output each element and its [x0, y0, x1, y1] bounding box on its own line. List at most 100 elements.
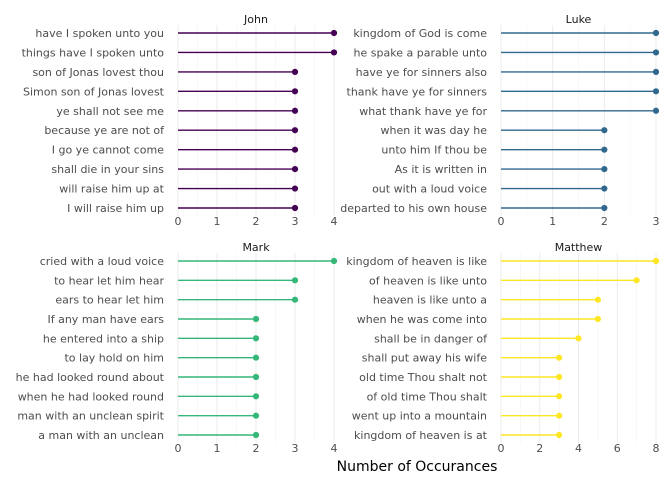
- y-tick-label: when he was come into: [357, 313, 488, 326]
- lollipop-point: [594, 315, 601, 323]
- y-tick-label: to hear let him hear: [54, 274, 164, 287]
- x-tick-label: 3: [292, 215, 299, 228]
- lollipop-point: [330, 49, 338, 56]
- y-tick-label: kingdom of God is come: [353, 27, 487, 40]
- x-tick-label: 0: [498, 442, 505, 455]
- y-tick-label: As it is written in: [395, 163, 487, 176]
- lollipop-point: [252, 431, 260, 439]
- lollipop-point: [556, 354, 563, 361]
- lollipop-point: [601, 204, 608, 212]
- lollipop-point: [252, 412, 260, 419]
- facet-mark: Mark 0 1 2 3 4 cried with a loud voice to hear …: [16, 241, 338, 455]
- y-tick-label: will raise him up at: [59, 183, 164, 196]
- y-tick-label: shall be in danger of: [374, 332, 488, 345]
- y-tick-label: a man with an unclean: [38, 429, 164, 442]
- y-tick-label: thank have ye for sinners: [347, 85, 488, 98]
- y-tick-label: have I spoken unto you: [35, 27, 164, 40]
- lollipop-point: [252, 373, 260, 381]
- facet-title-matthew: Matthew: [555, 241, 603, 254]
- lollipop-point: [291, 166, 299, 173]
- lollipop-point: [291, 88, 299, 95]
- lollipop-point: [652, 107, 660, 114]
- x-axis-label: Number of Occurances: [337, 459, 498, 475]
- lollipop-point: [291, 107, 299, 114]
- lollipop-point: [291, 204, 299, 212]
- lollipop-point: [601, 166, 608, 173]
- x-tick-label: 0: [175, 442, 182, 455]
- y-tick-label: shall put away his wife: [362, 352, 487, 365]
- x-tick-label: 3: [292, 442, 299, 455]
- y-tick-label: he spake a parable unto: [354, 46, 488, 59]
- lollipop-point: [601, 127, 608, 134]
- y-tick-label: he entered into a ship: [43, 332, 164, 345]
- lollipop-point: [601, 185, 608, 192]
- lollipop-point: [633, 277, 640, 284]
- facet-panels: John 0 1 2 3 4 have I spoken unto you things ha…: [16, 13, 660, 455]
- y-tick-label: heaven is like unto a: [373, 294, 487, 307]
- lollipop-point: [652, 68, 660, 75]
- x-tick-label: 3: [653, 215, 660, 228]
- facet-luke: Luke 0 1 2 3 kingdom of God is come he spake a…: [340, 13, 659, 228]
- y-tick-label: If any man have ears: [47, 313, 164, 326]
- lollipop-point: [652, 49, 660, 56]
- y-tick-label: have ye for sinners also: [356, 66, 488, 79]
- y-tick-label: I will raise him up: [67, 202, 164, 215]
- y-tick-label: he had looked round about: [16, 371, 165, 384]
- x-tick-label: 4: [331, 215, 338, 228]
- x-tick-label: 0: [175, 215, 182, 228]
- lollipop-point: [652, 88, 660, 95]
- x-tick-label: 2: [536, 442, 543, 455]
- y-tick-label: cried with a loud voice: [40, 255, 165, 268]
- lollipop-point: [252, 315, 260, 323]
- y-tick-label: ears to hear let him: [55, 294, 164, 307]
- facet-title-luke: Luke: [566, 13, 592, 26]
- y-tick-label: of heaven is like unto: [369, 274, 487, 287]
- y-tick-label: because ye are not of: [44, 124, 165, 137]
- lollipop-point: [330, 29, 338, 37]
- y-tick-label: out with a loud voice: [372, 183, 487, 196]
- y-tick-label: when he had looked round: [18, 390, 164, 403]
- y-tick-label: Simon son of Jonas lovest: [23, 85, 165, 98]
- lollipop-point: [556, 393, 563, 400]
- x-tick-label: 1: [214, 442, 221, 455]
- x-tick-label: 2: [601, 215, 608, 228]
- y-tick-label: things have I spoken unto: [22, 46, 165, 59]
- lollipop-point: [291, 127, 299, 134]
- lollipop-point: [556, 373, 563, 381]
- lollipop-point: [330, 257, 338, 265]
- x-tick-label: 4: [575, 442, 582, 455]
- y-tick-label: departed to his own house: [340, 202, 487, 215]
- lollipop-point: [652, 257, 660, 265]
- y-tick-label: what thank have ye for: [359, 105, 487, 118]
- facet-title-john: John: [243, 13, 268, 26]
- y-tick-label: to lay hold on him: [64, 352, 164, 365]
- facet-matthew: Matthew 0 2 4 6 8 kingdom of heaven is like of …: [346, 241, 659, 455]
- lollipop-point: [291, 296, 299, 303]
- y-tick-label: kingdom of heaven is at: [354, 429, 488, 442]
- x-tick-label: 0: [498, 215, 505, 228]
- y-tick-label: kingdom of heaven is like: [346, 255, 487, 268]
- lollipop-point: [252, 335, 260, 342]
- y-tick-label: when it was day he: [380, 124, 487, 137]
- y-tick-label: shall die in your sins: [51, 163, 164, 176]
- lollipop-point: [252, 354, 260, 361]
- x-tick-label: 2: [253, 442, 260, 455]
- lollipop-point: [652, 29, 660, 37]
- lollipop-point: [291, 277, 299, 284]
- y-tick-label: of old time Thou shalt: [367, 390, 488, 403]
- lollipop-point: [291, 68, 299, 75]
- lollipop-point: [575, 335, 582, 342]
- x-tick-label: 4: [331, 442, 338, 455]
- y-tick-label: ye shall not see me: [56, 105, 164, 118]
- y-tick-label: son of Jonas lovest thou: [32, 66, 164, 79]
- x-tick-label: 1: [549, 215, 556, 228]
- lollipop-point: [556, 412, 563, 419]
- y-tick-label: unto him If thou be: [381, 144, 487, 157]
- x-tick-label: 1: [214, 215, 221, 228]
- x-tick-label: 6: [614, 442, 621, 455]
- facet-title-mark: Mark: [242, 241, 270, 254]
- y-tick-label: I go ye cannot come: [52, 144, 164, 157]
- lollipop-point: [252, 393, 260, 400]
- x-tick-label: 8: [653, 442, 660, 455]
- lollipop-point: [291, 146, 299, 153]
